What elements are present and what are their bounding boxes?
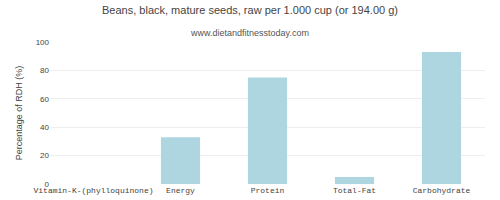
svg-text:80: 80 bbox=[40, 66, 49, 75]
svg-text:20: 20 bbox=[40, 151, 49, 160]
svg-text:Protein: Protein bbox=[251, 186, 285, 195]
svg-text:100: 100 bbox=[36, 38, 50, 47]
svg-text:Carbohydrate: Carbohydrate bbox=[413, 186, 471, 195]
svg-text:Energy: Energy bbox=[166, 186, 195, 195]
svg-text:60: 60 bbox=[40, 95, 49, 104]
svg-text:www.dietandfitnesstoday.com: www.dietandfitnesstoday.com bbox=[190, 28, 309, 38]
svg-text:Total-Fat: Total-Fat bbox=[333, 186, 376, 195]
svg-text:Percentage of RDH (%): Percentage of RDH (%) bbox=[14, 66, 24, 161]
svg-text:40: 40 bbox=[40, 123, 49, 132]
svg-text:Beans, black, mature seeds, ra: Beans, black, mature seeds, raw per 1.00… bbox=[102, 4, 398, 16]
svg-text:0: 0 bbox=[45, 180, 50, 189]
svg-text:Vitamin-K-(phylloquinone): Vitamin-K-(phylloquinone) bbox=[33, 186, 153, 195]
